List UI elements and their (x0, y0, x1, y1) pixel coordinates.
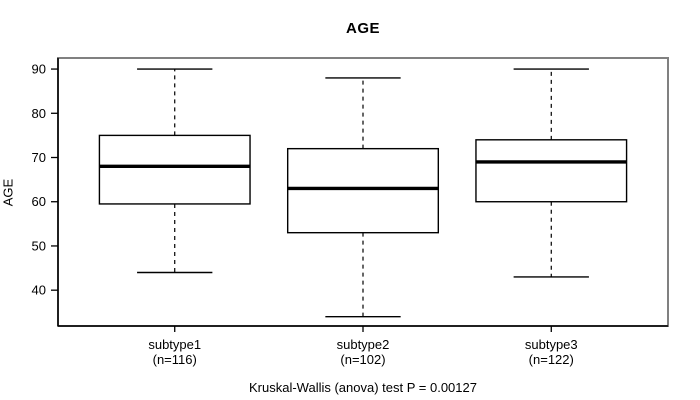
y-tick-label: 70 (32, 150, 46, 165)
y-tick-label: 60 (32, 194, 46, 209)
y-tick-label: 80 (32, 106, 46, 121)
box-subtype3 (475, 139, 628, 203)
y-tick-label: 90 (32, 62, 46, 77)
x-count-label: (n=116) (153, 352, 197, 367)
box-subtype1 (98, 134, 251, 205)
x-category-label: subtype3 (525, 337, 578, 352)
x-category-label: subtype1 (148, 337, 201, 352)
box-subtype2 (286, 147, 440, 234)
y-tick-label: 40 (32, 283, 46, 298)
x-category-label: subtype2 (337, 337, 390, 352)
chart-title: AGE (345, 20, 380, 37)
stats-caption: Kruskal-Wallis (anova) test P = 0.00127 (249, 380, 477, 395)
x-count-label: (n=102) (340, 352, 385, 367)
y-tick-label: 50 (32, 238, 46, 253)
x-count-label: (n=122) (529, 352, 574, 367)
